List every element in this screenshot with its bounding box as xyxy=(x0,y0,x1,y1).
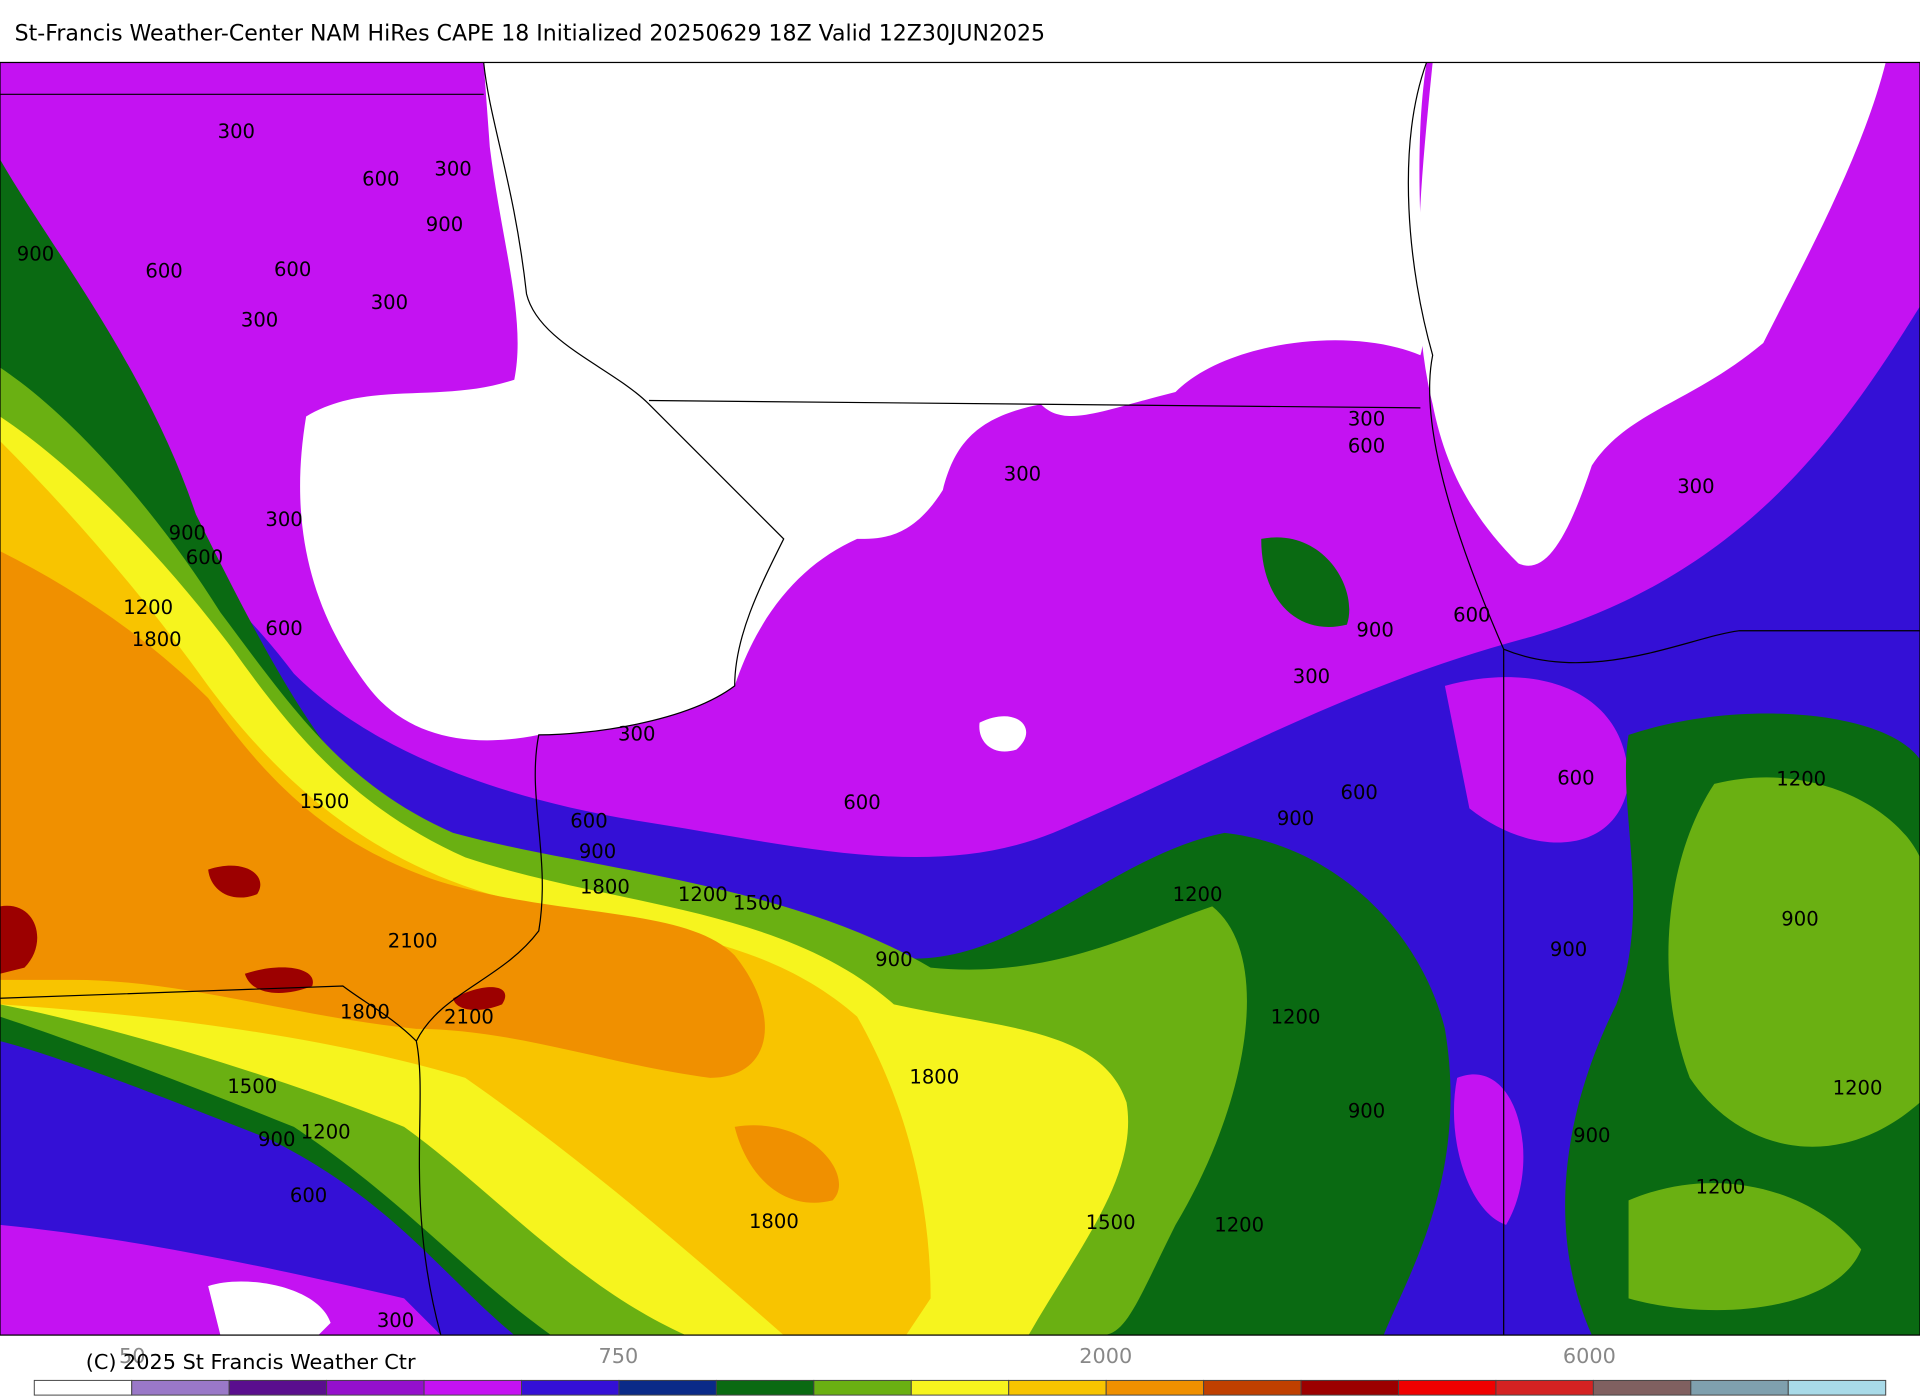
field-white xyxy=(208,62,1886,1336)
contour-label: 900 xyxy=(1348,1100,1385,1123)
colorbar-swatch xyxy=(326,1379,425,1396)
contour-label: 600 xyxy=(274,258,311,281)
contour-label: 900 xyxy=(579,840,616,863)
contour-label: 1800 xyxy=(340,1000,390,1023)
colorbar: 50 750 2000 6000 xyxy=(33,1344,1887,1396)
colorbar-swatch xyxy=(618,1379,717,1396)
contour-label: 900 xyxy=(1781,907,1818,930)
contour-label: 300 xyxy=(1004,463,1041,486)
contour-label: 300 xyxy=(265,508,302,531)
contour-label: 300 xyxy=(1348,408,1385,431)
state-border xyxy=(0,62,1920,1336)
contour-label: 1500 xyxy=(227,1075,277,1098)
contour-label: 600 xyxy=(186,546,223,569)
contour-label: 1200 xyxy=(1271,1005,1321,1028)
contour-label: 900 xyxy=(1277,807,1314,830)
contour-label: 300 xyxy=(1677,475,1714,498)
colorbar-swatch xyxy=(1690,1379,1789,1396)
contour-label: 1200 xyxy=(1173,883,1223,906)
contour-label: 1200 xyxy=(123,596,173,619)
contour-label: 1200 xyxy=(301,1120,351,1143)
contour-label: 300 xyxy=(1293,665,1330,688)
copyright: (C) 2025 St Francis Weather Ctr xyxy=(86,1350,416,1374)
contour-label: 1200 xyxy=(1695,1176,1745,1199)
field-white xyxy=(300,62,1427,741)
field-orange xyxy=(0,551,840,1203)
colorbar-swatch xyxy=(1398,1379,1497,1396)
contour-label: 1800 xyxy=(749,1210,799,1233)
contour-label: 600 xyxy=(1340,781,1377,804)
colorbar-swatch xyxy=(1008,1379,1107,1396)
field-dark-green xyxy=(1261,537,1920,1336)
colorbar-swatch xyxy=(715,1379,815,1396)
contour-label: 900 xyxy=(17,242,54,265)
contour-label: 900 xyxy=(258,1128,295,1151)
contour-label: 600 xyxy=(362,168,399,191)
contour-label: 300 xyxy=(371,291,408,314)
contour-label: 1200 xyxy=(1833,1076,1883,1099)
contour-label: 900 xyxy=(1550,938,1587,961)
contour-label: 600 xyxy=(265,617,302,640)
contour-label: 2100 xyxy=(388,929,438,952)
colorbar-swatch xyxy=(1300,1379,1399,1396)
title: St-Francis Weather-Center NAM HiRes CAPE… xyxy=(15,21,1045,46)
contour-label: 1800 xyxy=(132,628,182,651)
contour-label: 900 xyxy=(875,948,912,971)
contour-label: 1800 xyxy=(580,876,630,899)
colorbar-label: 750 xyxy=(599,1344,639,1368)
contour-label: 600 xyxy=(570,809,607,832)
contour-label: 600 xyxy=(843,791,880,814)
colorbar-label: 50 xyxy=(119,1344,145,1368)
map-frame xyxy=(0,61,1920,1336)
contour-label: 1200 xyxy=(1776,768,1826,791)
contour-label: 300 xyxy=(618,722,655,745)
colorbar-swatch xyxy=(1787,1379,1887,1396)
colorbar-swatch xyxy=(423,1379,522,1396)
contour-label: 600 xyxy=(1557,767,1594,790)
contour-label: 600 xyxy=(1453,604,1490,627)
contour-label: 300 xyxy=(377,1309,414,1332)
colorbar-swatch xyxy=(1105,1379,1205,1396)
contour-label: 1500 xyxy=(1086,1211,1136,1234)
contour-label: 300 xyxy=(241,308,278,331)
contour-label: 900 xyxy=(1573,1124,1610,1147)
colorbar-label: 2000 xyxy=(1079,1344,1132,1368)
colorbar-swatch xyxy=(1203,1379,1302,1396)
colorbar-swatch xyxy=(131,1379,230,1396)
colorbar-swatch xyxy=(228,1379,328,1396)
contour-label: 1200 xyxy=(678,883,728,906)
contour-label: 1200 xyxy=(1214,1214,1264,1237)
contour-label: 600 xyxy=(145,259,182,282)
colorbar-swatch xyxy=(1592,1379,1692,1396)
colorbar-swatch xyxy=(521,1379,620,1396)
colorbar-swatch xyxy=(33,1379,133,1396)
contour-label: 2100 xyxy=(444,1005,494,1028)
contour-label: 1500 xyxy=(300,790,350,813)
field-dark-red xyxy=(0,865,506,1010)
colorbar-label: 6000 xyxy=(1563,1344,1616,1368)
contour-label: 900 xyxy=(169,522,206,545)
field-gold xyxy=(0,440,931,1336)
contour-label: 600 xyxy=(290,1184,327,1207)
contour-label: 300 xyxy=(434,158,471,181)
contour-label: 600 xyxy=(1348,435,1385,458)
colorbar-swatch xyxy=(1495,1379,1594,1396)
contour-label: 300 xyxy=(218,120,255,143)
field-magenta xyxy=(0,677,1629,1336)
contour-label: 1800 xyxy=(909,1065,959,1088)
contour-label: 1500 xyxy=(733,891,783,914)
contour-label: 900 xyxy=(1356,618,1393,641)
contour-label: 900 xyxy=(426,213,463,236)
colorbar-swatch xyxy=(910,1379,1010,1396)
map xyxy=(0,62,1920,1336)
colorbar-swatch xyxy=(813,1379,912,1396)
